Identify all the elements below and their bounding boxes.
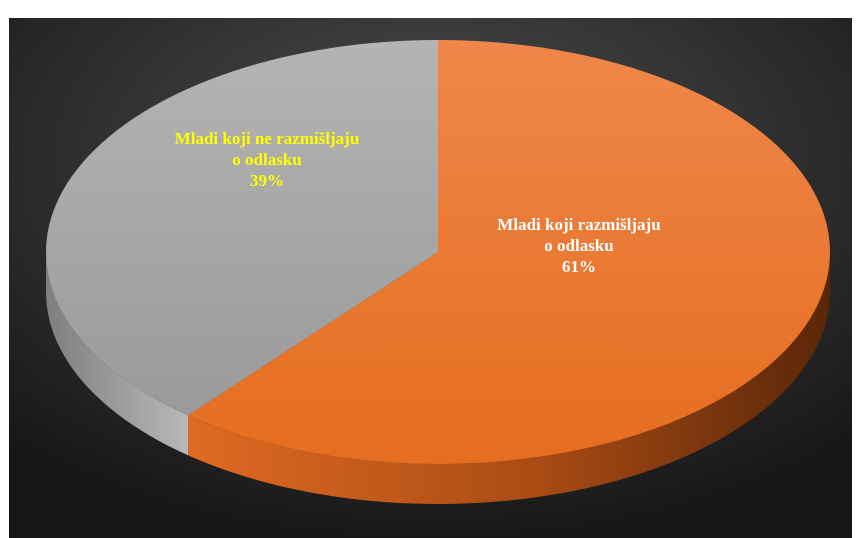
data-label-line: 39%: [250, 171, 284, 190]
chart-area: Mladi koji razmišljaju o odlasku 61% Mladi …: [9, 18, 852, 538]
data-label-line: o odlasku: [232, 150, 301, 169]
data-label-orange: Mladi koji razmišljaju o odlasku 61%: [497, 215, 660, 276]
data-label-line: Mladi koji ne razmišljaju: [175, 129, 360, 148]
slice-orange-top: [188, 40, 830, 464]
pie-chart: Mladi koji razmišljaju o odlasku 61%Mladi …: [9, 18, 852, 538]
slice-gray-side: [46, 252, 189, 456]
data-label-gray: Mladi koji ne razmišljaju o odlasku 39%: [175, 129, 360, 190]
caption-fragment: [0, 0, 862, 16]
slice-orange-side: [188, 252, 830, 504]
data-label-line: o odlasku: [544, 236, 613, 255]
data-label-line: 61%: [562, 257, 596, 276]
slice-gray-top: [46, 40, 439, 416]
data-label-line: Mladi koji razmišljaju: [497, 215, 660, 234]
